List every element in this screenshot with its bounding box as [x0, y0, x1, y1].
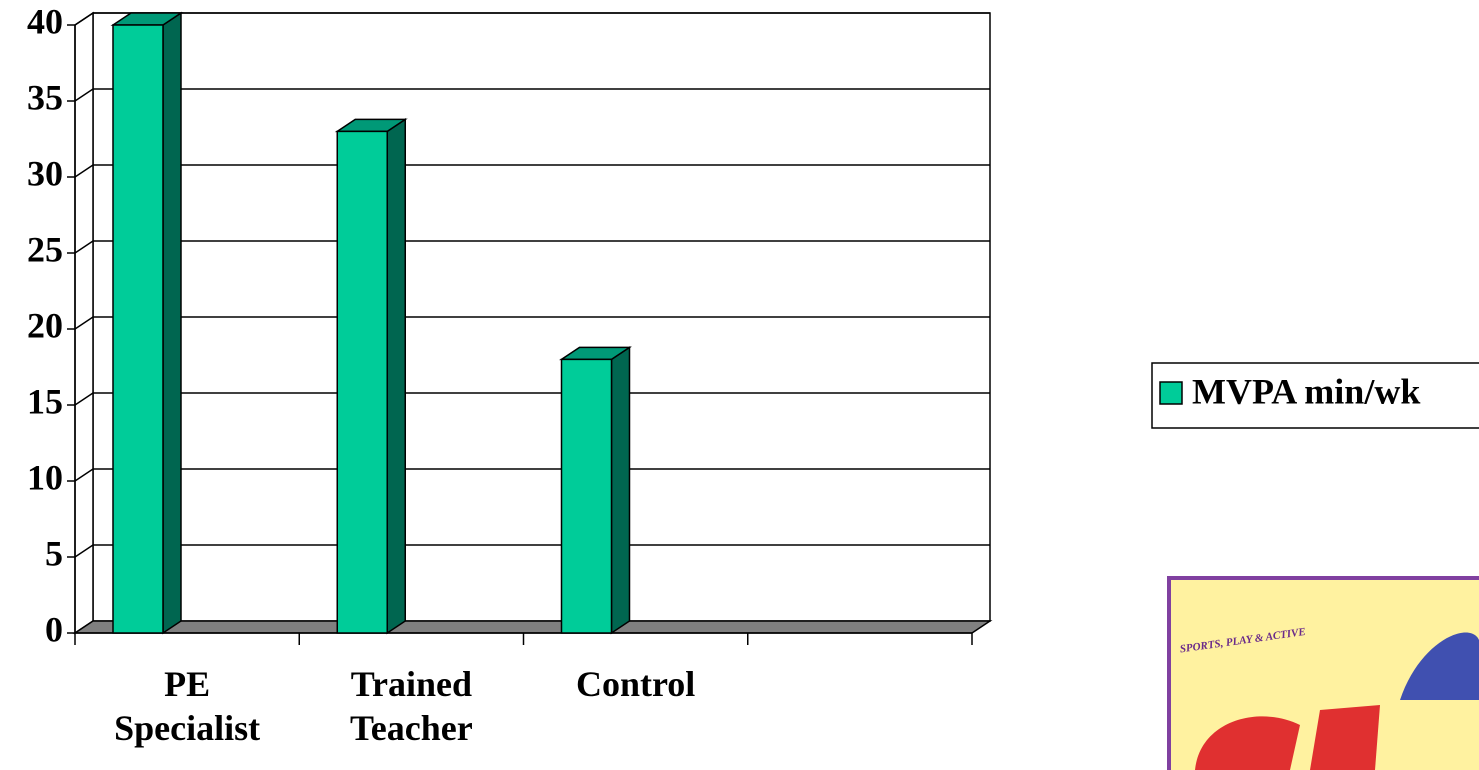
bar-side: [610, 345, 631, 635]
logo-wordmark: [1310, 705, 1380, 770]
floor: [72, 620, 993, 634]
bar: [112, 24, 164, 634]
grid-line: [74, 316, 94, 330]
legend-swatch: [1159, 381, 1183, 405]
y-tick-label: 5: [45, 533, 63, 573]
y-tick-label: 10: [27, 457, 63, 497]
y-tick-label: 15: [27, 381, 63, 421]
x-tick-label: Control: [575, 664, 696, 704]
bar-side: [386, 117, 406, 635]
bar: [560, 358, 613, 634]
y-tick-label: 30: [27, 153, 63, 193]
legend-label: MVPA min/wk: [1192, 371, 1420, 411]
y-tick-label: 40: [27, 1, 63, 41]
grid-line: [74, 12, 94, 26]
x-tick-label: Trained Teacher: [350, 664, 473, 748]
grid-line: [74, 240, 94, 254]
y-tick-label: 35: [27, 77, 63, 117]
grid-line: [74, 468, 94, 482]
logo-wordmark: [1195, 716, 1300, 770]
legend-box: [1151, 362, 1479, 429]
x-tick-label: PE Specialist: [114, 664, 261, 748]
bar-side: [162, 11, 182, 635]
y-tick-label: 20: [27, 305, 63, 345]
y-tick-label: 0: [45, 609, 63, 649]
grid-line: [74, 392, 94, 406]
grid-line: [74, 88, 94, 102]
grid-line: [74, 544, 94, 558]
logo-mascot: [1400, 632, 1479, 700]
y-tick-label: 25: [27, 229, 63, 269]
bar: [336, 130, 388, 634]
grid-line: [74, 164, 94, 178]
